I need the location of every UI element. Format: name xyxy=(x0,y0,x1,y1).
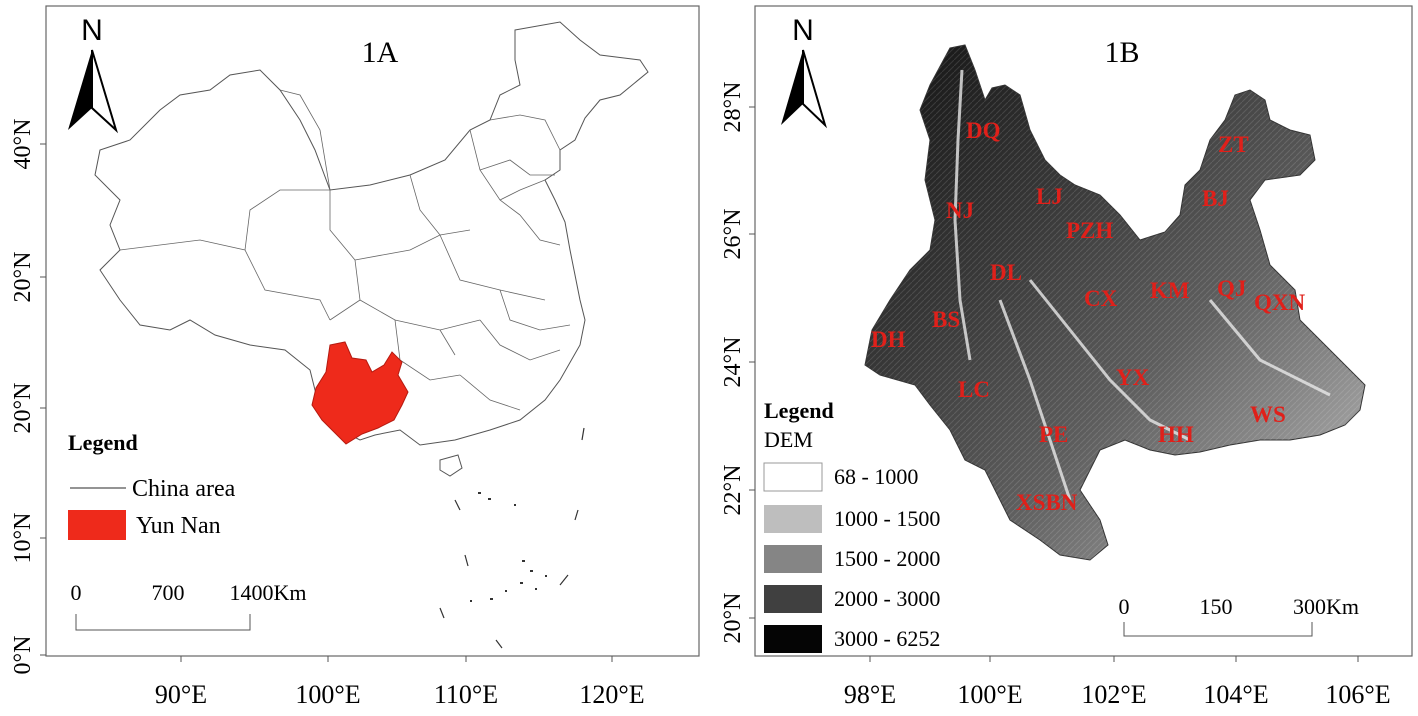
region-label-dh: DH xyxy=(871,327,906,352)
region-label-pzh: PZH xyxy=(1066,218,1113,243)
yunnan-region xyxy=(311,341,409,445)
scale-label-0: 0 xyxy=(71,580,82,605)
legend-item-china-area: China area xyxy=(132,476,236,502)
lat-tick-label: 40°N xyxy=(10,119,36,170)
dem-texture xyxy=(865,45,1365,560)
north-label: N xyxy=(792,14,814,47)
dem-class-label: 1500 - 2000 xyxy=(834,546,940,571)
north-label: N xyxy=(81,14,103,47)
south-china-sea-islands xyxy=(470,492,547,602)
lat-tick-label: 10°N xyxy=(10,513,36,564)
region-label-qxn: QXN xyxy=(1254,290,1306,315)
lon-tick-label: 104°E xyxy=(1203,680,1268,709)
region-label-hh: HH xyxy=(1158,422,1194,447)
lat-tick-label: 24°N xyxy=(720,337,746,388)
lat-labels-1b: 20°N 22°N 24°N 26°N 28°N xyxy=(720,82,746,644)
dem-swatch-0 xyxy=(763,462,823,492)
north-arrow-1b: N xyxy=(781,14,828,129)
lat-axis-1a xyxy=(40,143,46,656)
lon-tick-label: 102°E xyxy=(1081,680,1146,709)
map-1b: N 1B DQ NJ LJ PZH DL BS DH LC PE XSBN CX… xyxy=(720,5,1413,709)
yunnan-swatch xyxy=(68,510,126,540)
lat-tick-label: 22°N xyxy=(720,465,746,516)
lon-tick-label: 100°E xyxy=(295,680,360,709)
region-label-lj: LJ xyxy=(1036,184,1063,209)
dem-class-label: 68 - 1000 xyxy=(834,464,918,489)
region-label-qj: QJ xyxy=(1217,276,1246,301)
scale-label-300: 300Km xyxy=(1293,594,1359,619)
map-1a: N 1A Legend China area Yun Nan 0 700 140… xyxy=(10,5,700,709)
legend-item-yun-nan: Yun Nan xyxy=(136,513,221,539)
legend-1a: Legend China area Yun Nan xyxy=(68,430,236,540)
china-outline xyxy=(94,21,649,446)
region-label-bs: BS xyxy=(932,307,960,332)
region-label-bj: BJ xyxy=(1202,186,1229,211)
panel-label-1b: 1B xyxy=(1104,36,1139,69)
lat-labels-1a: 0°N 10°N 20°N 20°N 40°N xyxy=(10,119,36,675)
lat-tick-label: 26°N xyxy=(720,209,746,260)
region-label-yx: YX xyxy=(1116,365,1150,390)
dem-swatch-1 xyxy=(764,505,822,533)
north-arrow-1a: N xyxy=(68,14,119,134)
scale-label-0: 0 xyxy=(1119,594,1130,619)
legend-1b: Legend DEM 68 - 1000 1000 - 1500 1500 - … xyxy=(763,398,940,653)
lon-tick-label: 100°E xyxy=(957,680,1022,709)
region-label-dl: DL xyxy=(990,260,1022,285)
region-label-lc: LC xyxy=(958,377,990,402)
region-label-cx: CX xyxy=(1084,286,1118,311)
lon-axis-1a xyxy=(180,656,613,662)
lat-tick-label: 28°N xyxy=(720,82,746,133)
dem-class-label: 2000 - 3000 xyxy=(834,586,940,611)
dem-valleys xyxy=(953,69,1331,501)
dem-swatch-2 xyxy=(764,545,822,573)
legend-subtitle: DEM xyxy=(764,427,813,452)
panel-label-1a: 1A xyxy=(362,36,399,69)
lon-tick-label: 98°E xyxy=(844,680,896,709)
lat-tick-label: 0°N xyxy=(10,636,36,675)
lon-labels-1b: 98°E 100°E 102°E 104°E 106°E xyxy=(844,680,1391,709)
region-label-xsbn: XSBN xyxy=(1016,490,1078,515)
nine-dash-line xyxy=(439,427,585,649)
lat-tick-label: 20°N xyxy=(720,593,746,644)
region-label-zt: ZT xyxy=(1218,132,1249,157)
region-label-nj: NJ xyxy=(946,198,974,223)
hainan-island xyxy=(439,454,463,477)
region-label-pe: PE xyxy=(1039,422,1068,447)
region-label-ws: WS xyxy=(1250,402,1286,427)
scale-label-700: 700 xyxy=(152,580,185,605)
lon-axis-1b xyxy=(869,656,1359,662)
lon-tick-label: 110°E xyxy=(434,680,498,709)
scale-label-150: 150 xyxy=(1200,594,1233,619)
scale-bar-1b: 0 150 300Km xyxy=(1119,594,1359,637)
region-labels: DQ NJ LJ PZH DL BS DH LC PE XSBN CX KM Q… xyxy=(871,118,1306,515)
scale-bar-1a: 0 700 1400Km xyxy=(71,580,307,631)
region-label-dq: DQ xyxy=(966,118,1001,143)
lon-tick-label: 120°E xyxy=(579,680,644,709)
dem-swatch-3 xyxy=(764,585,822,613)
dem-class-label: 3000 - 6252 xyxy=(834,626,940,651)
region-label-km: KM xyxy=(1150,278,1190,303)
legend-title: Legend xyxy=(764,398,834,423)
scale-label-1400: 1400Km xyxy=(230,580,307,605)
lat-axis-1b xyxy=(749,106,755,619)
lat-tick-label: 20°N xyxy=(10,383,36,434)
dem-class-label: 1000 - 1500 xyxy=(834,506,940,531)
dem-swatch-4 xyxy=(764,625,822,653)
lat-tick-label: 20°N xyxy=(10,252,36,303)
lon-labels-1a: 90°E 100°E 110°E 120°E xyxy=(155,680,645,709)
province-boundaries xyxy=(119,89,571,411)
lon-tick-label: 106°E xyxy=(1325,680,1390,709)
lon-tick-label: 90°E xyxy=(155,680,207,709)
legend-title: Legend xyxy=(68,430,138,455)
